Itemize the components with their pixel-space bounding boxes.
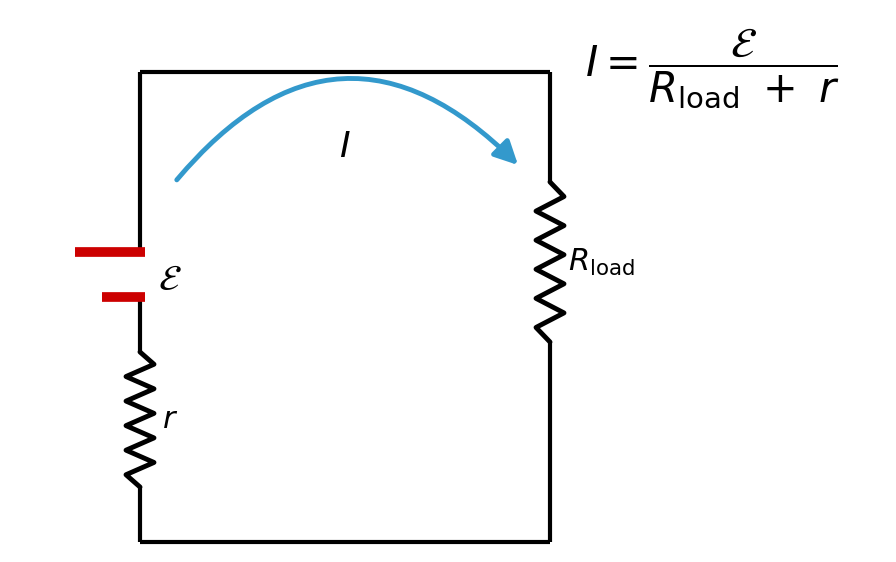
- FancyArrowPatch shape: [177, 79, 514, 180]
- Text: $r$: $r$: [162, 404, 178, 435]
- Text: $\mathcal{E}$: $\mathcal{E}$: [158, 262, 182, 297]
- Text: $I$: $I$: [340, 130, 351, 164]
- Text: $R_{\mathrm{load}}$: $R_{\mathrm{load}}$: [568, 247, 634, 278]
- Text: $I = \dfrac{\mathcal{E}}{R_{\mathrm{load}}\ +\ r}$: $I = \dfrac{\mathcal{E}}{R_{\mathrm{load…: [585, 27, 840, 111]
